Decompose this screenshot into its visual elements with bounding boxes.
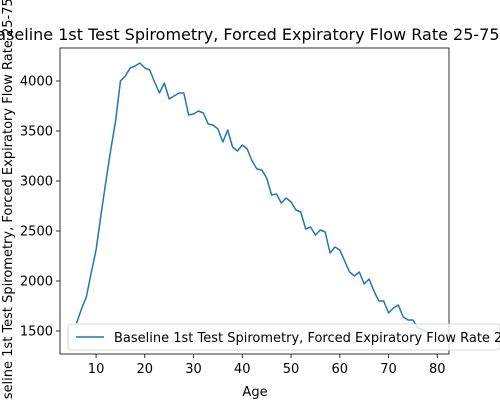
chart-title: Baseline 1st Test Spirometry, Forced Exp… (0, 25, 500, 44)
y-axis-label: Baseline 1st Test Spirometry, Forced Exp… (1, 0, 16, 400)
legend-label: Baseline 1st Test Spirometry, Forced Exp… (114, 331, 500, 346)
series-line (75, 62, 433, 334)
legend: Baseline 1st Test Spirometry, Forced Exp… (67, 323, 500, 351)
x-tick-label: 70 (380, 362, 397, 377)
y-tick-label: 2000 (20, 275, 53, 290)
x-tick-label: 60 (332, 362, 349, 377)
x-tick-label: 20 (137, 362, 154, 377)
y-axis: 1500 2000 2500 3000 3500 4000 (20, 75, 60, 340)
y-tick-label: 2500 (20, 225, 53, 240)
x-tick-label: 10 (88, 362, 105, 377)
x-tick-label: 50 (283, 362, 300, 377)
plot-frame (59, 47, 450, 355)
x-axis-label: Age (242, 385, 267, 400)
x-tick-label: 80 (429, 362, 446, 377)
y-tick-label: 3500 (20, 125, 53, 140)
y-tick-label: 1500 (20, 325, 53, 340)
legend-box (67, 323, 500, 351)
x-tick-label: 40 (234, 362, 251, 377)
x-tick-label: 30 (185, 362, 202, 377)
y-tick-label: 4000 (20, 75, 53, 90)
y-tick-label: 3000 (20, 175, 53, 190)
x-axis: 10 20 30 40 50 60 70 80 (88, 354, 446, 377)
